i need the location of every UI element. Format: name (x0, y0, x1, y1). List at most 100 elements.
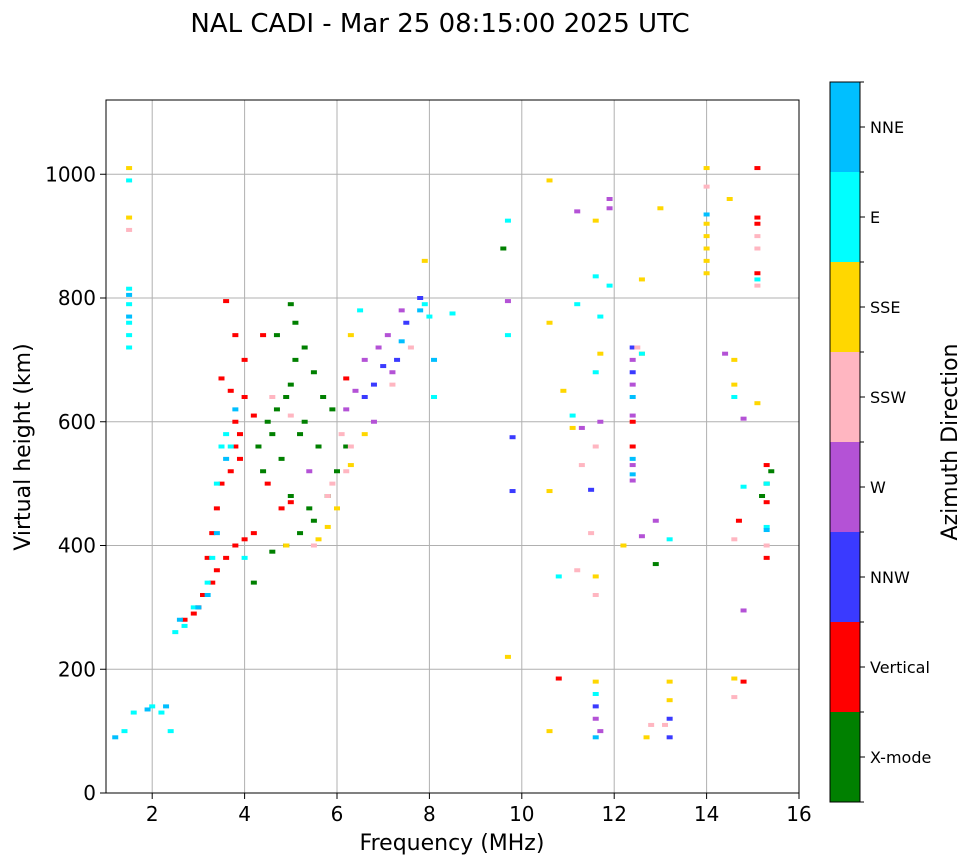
data-point (592, 679, 599, 684)
data-point (227, 469, 234, 474)
data-point (370, 419, 377, 424)
data-point (324, 524, 331, 529)
data-point (287, 413, 294, 418)
data-point (754, 166, 761, 171)
x-tick-label: 16 (786, 802, 811, 826)
data-point (754, 215, 761, 220)
data-point (283, 395, 290, 399)
data-point (560, 388, 567, 393)
data-point (213, 506, 220, 511)
data-point (218, 481, 225, 486)
data-point (176, 617, 183, 622)
data-point (592, 218, 599, 223)
data-point (754, 271, 761, 276)
data-point (213, 481, 220, 486)
data-point (273, 407, 280, 412)
data-point (662, 722, 669, 727)
data-point (722, 351, 729, 356)
data-point (629, 463, 636, 468)
data-point (629, 413, 636, 418)
data-point (126, 166, 133, 171)
data-point (629, 395, 636, 399)
data-point (638, 351, 645, 356)
data-point (703, 258, 710, 263)
data-point (213, 568, 220, 573)
x-tick-label: 6 (331, 802, 344, 826)
data-point (260, 469, 267, 474)
colorbar-title: Azimuth Direction (938, 343, 963, 540)
series-nnw (361, 296, 673, 740)
data-point (657, 206, 664, 211)
data-point (731, 695, 738, 700)
series-ssw (126, 184, 770, 727)
data-point (264, 481, 271, 486)
data-point (629, 370, 636, 375)
data-point (592, 574, 599, 579)
data-point (449, 311, 456, 316)
data-point (638, 277, 645, 282)
data-point (250, 413, 257, 418)
data-point (209, 555, 216, 560)
data-point (763, 555, 770, 560)
data-point (597, 419, 604, 424)
data-point (306, 469, 313, 474)
data-point (592, 692, 599, 696)
data-point (629, 357, 636, 362)
data-point (574, 209, 581, 214)
colorbar-segment (830, 172, 860, 262)
series-x-mode (250, 246, 775, 585)
data-point (158, 710, 165, 715)
data-point (310, 370, 317, 375)
y-tick-label: 1000 (45, 162, 96, 186)
data-point (181, 617, 188, 622)
data-point (731, 382, 738, 387)
data-point (629, 472, 636, 477)
data-point (417, 296, 424, 300)
data-point (190, 605, 197, 610)
colorbar-segment (830, 442, 860, 532)
series-sse (126, 166, 761, 740)
data-point (297, 432, 304, 437)
data-point (130, 710, 137, 715)
x-tick-label: 2 (146, 802, 159, 826)
data-point (763, 463, 770, 468)
data-point (223, 555, 230, 560)
y-axis-label: Virtual height (km) (11, 343, 36, 550)
data-point (569, 425, 576, 430)
chart-title: NAL CADI - Mar 25 08:15:00 2025 UTC (190, 9, 689, 39)
data-point (227, 444, 234, 449)
data-point (703, 246, 710, 251)
data-point (126, 178, 133, 183)
data-point (370, 382, 377, 387)
x-axis-label: Frequency (MHz) (360, 831, 545, 856)
data-point (759, 494, 766, 498)
colorbar-label: Vertical (870, 658, 930, 677)
data-point (181, 623, 188, 628)
data-point (204, 555, 211, 560)
data-point (306, 506, 313, 511)
data-point (352, 388, 359, 393)
data-point (241, 537, 248, 542)
data-point (574, 302, 581, 307)
data-point (163, 704, 170, 709)
data-point (292, 320, 299, 325)
data-point (126, 292, 133, 297)
data-point (334, 469, 340, 474)
data-point (310, 518, 317, 523)
x-tick-label: 8 (423, 802, 436, 826)
data-point (287, 494, 294, 498)
data-point (763, 500, 770, 505)
series-w (306, 197, 747, 734)
data-point (269, 395, 276, 399)
x-axis-ticks: 2 4 6 8 10 12 14 16 (146, 793, 812, 826)
data-point (431, 395, 438, 399)
data-point (320, 395, 327, 399)
series-vertical (181, 166, 770, 684)
data-point (204, 593, 211, 597)
data-point (629, 444, 636, 449)
data-point (172, 630, 179, 635)
data-point (287, 500, 294, 505)
data-point (329, 407, 336, 412)
colorbar-label: SSE (870, 298, 900, 317)
data-point (629, 382, 636, 387)
